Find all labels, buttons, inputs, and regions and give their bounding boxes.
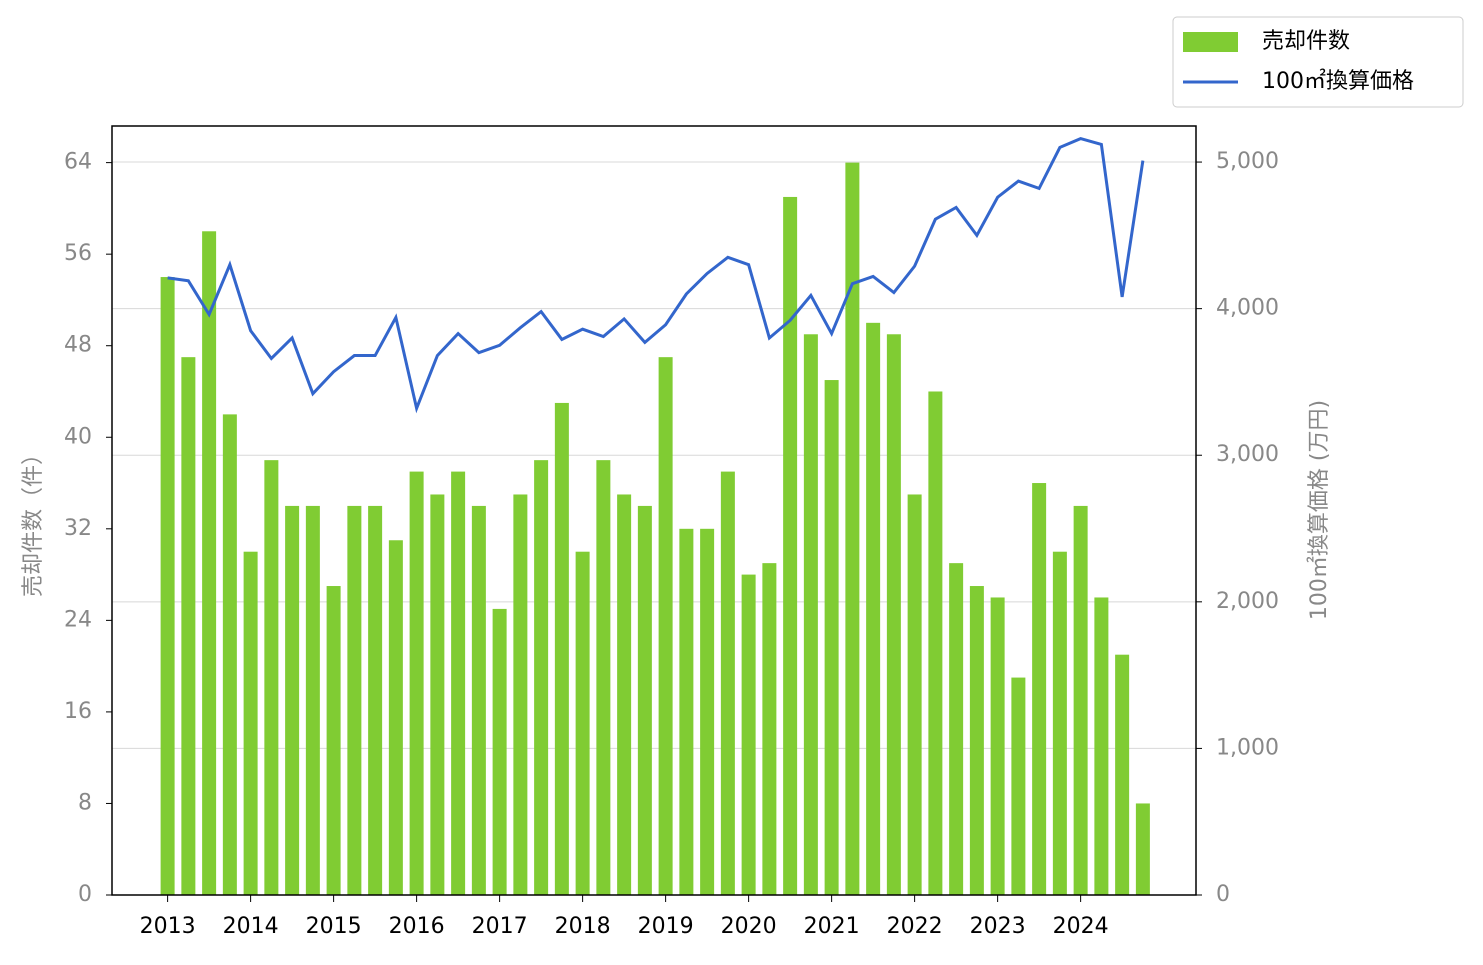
legend-swatch	[1183, 32, 1238, 52]
bar	[554, 402, 569, 895]
x-tick-label: 2023	[970, 914, 1026, 939]
bar	[243, 551, 258, 895]
bar	[949, 563, 964, 895]
bar	[264, 460, 279, 895]
y-tick-label: 40	[64, 424, 92, 449]
y2-axis-label: 100㎡換算価格 (万円)	[1306, 400, 1332, 620]
x-tick-label: 2017	[472, 914, 528, 939]
bar	[596, 460, 611, 895]
bar	[1073, 505, 1088, 895]
bar	[575, 551, 590, 895]
bar	[202, 231, 217, 895]
bar	[1135, 803, 1150, 895]
legend-label: 100㎡換算価格	[1262, 68, 1414, 94]
legend-label: 売却件数	[1262, 29, 1350, 54]
y-tick-label: 56	[64, 241, 92, 266]
x-tick-label: 2020	[721, 914, 777, 939]
bar	[969, 586, 984, 895]
bar	[990, 597, 1005, 895]
bar	[285, 505, 300, 895]
bar	[430, 494, 445, 895]
bar	[907, 494, 922, 895]
bar	[783, 196, 798, 895]
bar	[534, 460, 549, 895]
bar	[471, 505, 486, 895]
bar	[181, 357, 196, 896]
bar	[720, 471, 735, 895]
y2-tick-label: 4,000	[1216, 296, 1279, 321]
y-tick-label: 8	[78, 790, 92, 815]
plot-frame	[111, 125, 1197, 896]
bar	[637, 505, 652, 895]
bar	[368, 505, 383, 895]
bar	[326, 586, 341, 895]
bar	[160, 277, 175, 895]
bar	[824, 380, 839, 895]
marks	[160, 137, 1150, 896]
x-tick-label: 2019	[638, 914, 694, 939]
bar	[845, 162, 860, 896]
bar	[1115, 654, 1130, 895]
y2-tick-label: 2,000	[1216, 589, 1279, 614]
x-tick-label: 2014	[223, 914, 279, 939]
bar	[347, 505, 362, 895]
bar	[1032, 483, 1047, 895]
bar	[1011, 677, 1026, 895]
y-tick-label: 16	[64, 699, 92, 724]
bar	[513, 494, 528, 895]
bar	[928, 391, 943, 895]
bar	[305, 505, 320, 895]
bar	[741, 574, 756, 895]
legend-box	[1172, 16, 1464, 108]
legend: 売却件数 100㎡換算価格	[1183, 29, 1414, 94]
x-tick-label: 2022	[887, 914, 943, 939]
y-tick-label: 0	[78, 882, 92, 907]
bar	[451, 471, 466, 895]
x-tick-label: 2015	[306, 914, 362, 939]
y-tick-label: 32	[64, 516, 92, 541]
bar	[679, 528, 694, 895]
x-tick-label: 2018	[555, 914, 611, 939]
bar	[1094, 597, 1109, 895]
bar	[1052, 551, 1067, 895]
bar	[700, 528, 715, 895]
bar	[886, 334, 901, 895]
y-axis-label: 売却件数（件）	[21, 443, 46, 597]
bar	[866, 322, 881, 895]
y-tick-label: 24	[64, 607, 92, 632]
y-tick-label: 48	[64, 333, 92, 358]
x-tick-label: 2024	[1053, 914, 1109, 939]
bar	[492, 608, 507, 895]
bar	[617, 494, 632, 895]
x-tick-label: 2016	[389, 914, 445, 939]
bar	[222, 414, 237, 895]
bar	[409, 471, 424, 895]
y2-tick-label: 5,000	[1216, 149, 1279, 174]
bar	[803, 334, 818, 895]
y2-tick-label: 1,000	[1216, 735, 1279, 760]
x-tick-label: 2013	[140, 914, 196, 939]
line	[167, 137, 1145, 414]
y2-tick-label: 0	[1216, 882, 1230, 907]
y2-tick-label: 3,000	[1216, 442, 1279, 467]
x-tick-label: 2021	[804, 914, 860, 939]
bar	[762, 563, 777, 895]
y-tick-label: 64	[64, 150, 92, 175]
bar	[658, 357, 673, 896]
bar	[388, 540, 403, 895]
